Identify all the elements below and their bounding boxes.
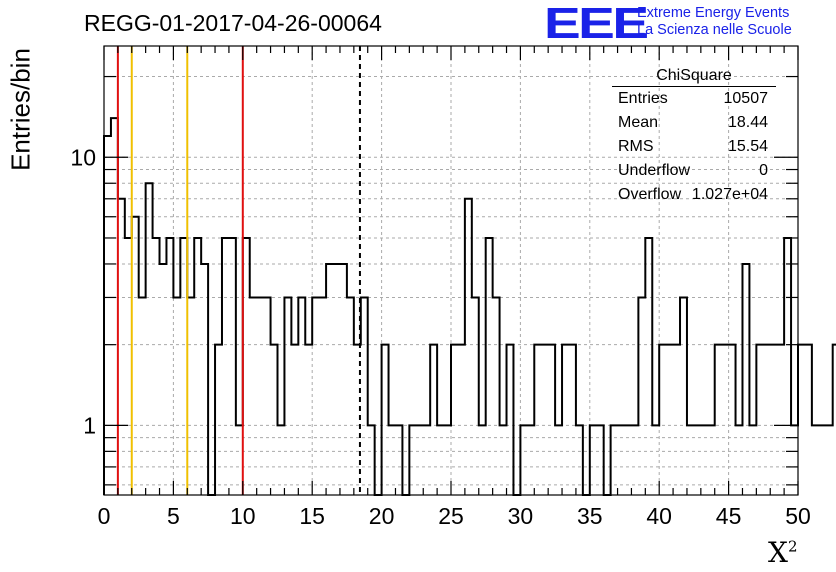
x-axis-label-main: X — [768, 536, 788, 569]
stats-value: 1.027e+04 — [691, 186, 768, 203]
y-tick-label: 1 — [83, 412, 96, 438]
x-tick-label: 40 — [646, 503, 672, 529]
stats-key: Underflow — [618, 162, 691, 179]
axis-ticks: 0 5 10 15 20 25 30 35 40 45 50 1 10 — [70, 46, 811, 529]
x-tick-label: 5 — [167, 503, 180, 529]
x-tick-label: 10 — [230, 503, 256, 529]
stats-value: 18.44 — [727, 114, 768, 131]
stats-value: 0 — [759, 162, 768, 179]
stats-key: Mean — [618, 114, 659, 131]
histogram-bars — [103, 117, 836, 496]
x-tick-label: 20 — [369, 503, 395, 529]
stats-box: ChiSquare Entries 10507 Mean 18.44 RMS 15.5… — [612, 66, 776, 207]
stats-key: RMS — [618, 138, 654, 155]
eee-logo: EEE — [544, 0, 649, 48]
y-axis-label: Entries/bin — [5, 48, 36, 171]
x-axis-label: X2 — [768, 536, 797, 569]
stats-title: ChiSquare — [612, 66, 776, 87]
threshold-lines — [116, 46, 361, 495]
x-tick-label: 50 — [785, 503, 811, 529]
logo-caption-line2: La Scienza nelle Scuole — [637, 22, 792, 38]
run-title: REGG-01-2017-04-26-00064 — [84, 10, 382, 36]
x-tick-label: 35 — [577, 503, 603, 529]
histogram-outline — [103, 117, 836, 496]
stats-row-mean: Mean 18.44 — [612, 111, 776, 135]
stats-value: 10507 — [723, 90, 769, 107]
stats-row-entries: Entries 10507 — [612, 87, 776, 111]
logo-caption-line1: Extreme Energy Events — [637, 5, 790, 21]
stats-row-underflow: Underflow 0 — [612, 159, 776, 183]
y-tick-label: 10 — [70, 144, 96, 170]
x-tick-label: 25 — [438, 503, 464, 529]
x-tick-label: 0 — [98, 503, 111, 529]
stats-key: Entries — [618, 90, 668, 107]
stats-row-overflow: Overflow 1.027e+04 — [612, 183, 776, 207]
x-tick-label: 15 — [299, 503, 325, 529]
logo-caption: Extreme Energy Events La Scienza nelle S… — [637, 5, 792, 39]
x-tick-label: 30 — [508, 503, 534, 529]
stats-row-rms: RMS 15.54 — [612, 135, 776, 159]
x-axis-label-superscript: 2 — [787, 537, 798, 556]
stats-key: Overflow — [618, 186, 682, 203]
stats-value: 15.54 — [727, 138, 768, 155]
x-tick-label: 45 — [716, 503, 742, 529]
